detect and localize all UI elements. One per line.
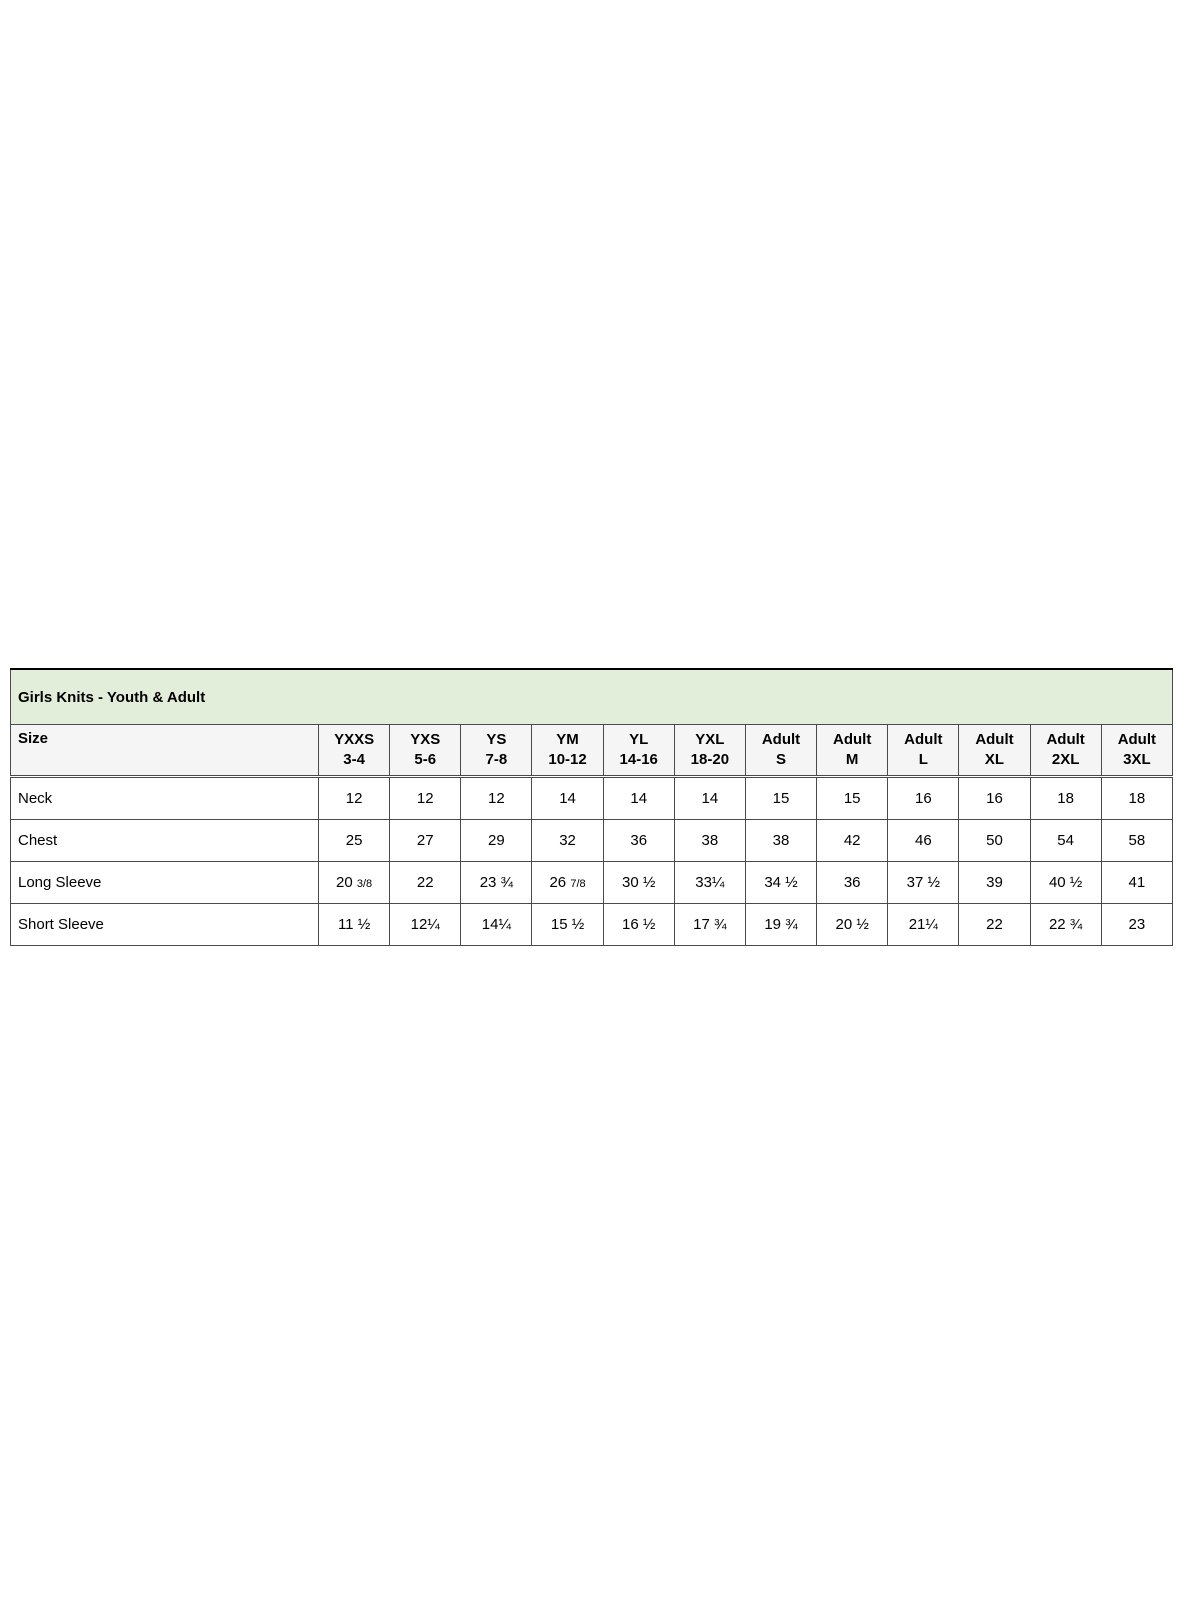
size-cell: 16 ½ — [602, 903, 675, 946]
column-header-ym: YM 10-12 — [531, 724, 604, 778]
size-cell: 16 — [958, 776, 1031, 820]
size-cell: 39 — [958, 861, 1031, 904]
size-cell: 11 ½ — [317, 903, 391, 946]
size-cell: 38 — [744, 819, 818, 862]
size-cell: 22 — [958, 903, 1031, 946]
column-header-range: M — [845, 751, 859, 768]
column-header-range: 14-16 — [619, 751, 658, 768]
size-cell: 50 — [958, 819, 1031, 862]
size-cell: 26 7/8 — [531, 861, 604, 904]
size-cell: 36 — [602, 819, 675, 862]
size-cell: 38 — [673, 819, 746, 862]
size-cell: 30 ½ — [602, 861, 675, 904]
size-cell: 41 — [1100, 861, 1174, 904]
row-label-chest: Chest — [10, 819, 319, 862]
column-header-adult-3xl: Adult 3XL — [1100, 724, 1174, 778]
size-cell: 40 ½ — [1029, 861, 1102, 904]
column-header-adult-m: Adult M — [816, 724, 889, 778]
row-label-neck: Neck — [10, 776, 319, 820]
column-header-label: YXXS — [334, 731, 375, 748]
size-header: Size — [10, 724, 319, 778]
column-header-range: 3XL — [1123, 751, 1151, 768]
column-header-label: YXL — [695, 731, 725, 748]
table-row-short-sleeve: Short Sleeve 11 ½ 12¼ 14¼ 15 ½ 16 ½ 17 ¾… — [10, 903, 1174, 946]
size-cell: 17 ¾ — [673, 903, 746, 946]
column-header-label: Adult — [833, 731, 872, 748]
size-cell: 18 — [1100, 776, 1174, 820]
column-header-range: L — [918, 751, 928, 768]
chart-title: Girls Knits - Youth & Adult — [10, 668, 1173, 725]
column-header-range: XL — [984, 751, 1005, 768]
size-cell: 21¼ — [887, 903, 960, 946]
size-cell: 19 ¾ — [744, 903, 818, 946]
column-header-range: 5-6 — [414, 751, 437, 768]
size-cell: 12¼ — [389, 903, 462, 946]
column-header-label: Adult — [1117, 731, 1157, 748]
row-label-long-sleeve: Long Sleeve — [10, 861, 319, 904]
size-cell: 32 — [531, 819, 604, 862]
size-cell: 12 — [389, 776, 462, 820]
size-cell: 46 — [887, 819, 960, 862]
column-header-label: Adult — [975, 731, 1014, 748]
size-cell: 58 — [1100, 819, 1174, 862]
size-cell: 23 — [1100, 903, 1174, 946]
size-cell: 20 3/8 — [317, 861, 391, 904]
column-header-range: 2XL — [1051, 751, 1080, 768]
size-cell: 18 — [1029, 776, 1102, 820]
size-cell: 12 — [317, 776, 391, 820]
size-cell: 14¼ — [460, 903, 533, 946]
column-header-yxl: YXL 18-20 — [673, 724, 746, 778]
size-cell: 15 — [816, 776, 889, 820]
row-label-short-sleeve: Short Sleeve — [10, 903, 319, 946]
size-cell: 12 — [460, 776, 533, 820]
column-header-range: 3-4 — [343, 751, 365, 768]
column-header-label: YS — [486, 731, 507, 748]
size-cell: 37 ½ — [887, 861, 960, 904]
column-header-adult-2xl: Adult 2XL — [1029, 724, 1102, 778]
size-cell: 33¼ — [673, 861, 746, 904]
size-cell: 36 — [816, 861, 889, 904]
title-row: Girls Knits - Youth & Adult — [10, 668, 1173, 725]
column-header-label: YL — [629, 731, 649, 748]
column-header-label: YXS — [410, 731, 441, 748]
column-header-range: 7-8 — [485, 751, 508, 768]
size-chart-section: Girls Knits - Youth & Adult Size YXXS 3-… — [10, 668, 1174, 946]
column-header-range: S — [776, 751, 787, 768]
table-row-long-sleeve: Long Sleeve 20 3/8 22 23 ¾ 26 7/8 30 ½ 3… — [10, 861, 1174, 904]
column-header-label: Adult — [761, 731, 801, 748]
size-cell: 42 — [816, 819, 889, 862]
size-chart-table: Girls Knits - Youth & Adult Size YXXS 3-… — [10, 668, 1174, 946]
size-cell: 29 — [460, 819, 533, 862]
size-cell: 22 ¾ — [1029, 903, 1102, 946]
table-row-neck: Neck 12 12 12 14 14 14 15 15 16 16 18 18 — [10, 776, 1174, 820]
size-cell: 14 — [673, 776, 746, 820]
column-header-yxxs: YXXS 3-4 — [317, 724, 391, 778]
size-cell: 15 — [744, 776, 818, 820]
size-cell: 54 — [1029, 819, 1102, 862]
column-header-adult-l: Adult L — [887, 724, 960, 778]
column-header-adult-s: Adult S — [744, 724, 818, 778]
size-cell: 14 — [602, 776, 675, 820]
header-row: Size YXXS 3-4 YXS 5-6 YS 7-8 YM 10-12 — [10, 724, 1174, 778]
size-cell: 25 — [317, 819, 391, 862]
column-header-label: YM — [556, 731, 579, 748]
table-row-chest: Chest 25 27 29 32 36 38 38 42 46 50 54 5… — [10, 819, 1174, 862]
column-header-range: 18-20 — [690, 751, 730, 768]
size-cell: 34 ½ — [744, 861, 818, 904]
size-cell: 22 — [389, 861, 462, 904]
size-cell: 20 ½ — [816, 903, 889, 946]
size-cell: 14 — [531, 776, 604, 820]
size-cell: 15 ½ — [531, 903, 604, 946]
column-header-adult-xl: Adult XL — [958, 724, 1031, 778]
size-cell: 23 ¾ — [460, 861, 533, 904]
column-header-yl: YL 14-16 — [602, 724, 675, 778]
column-header-label: Adult — [904, 731, 943, 748]
column-header-range: 10-12 — [548, 751, 587, 768]
column-header-label: Adult — [1046, 731, 1085, 748]
column-header-yxs: YXS 5-6 — [389, 724, 462, 778]
size-cell: 27 — [389, 819, 462, 862]
size-cell: 16 — [887, 776, 960, 820]
column-header-ys: YS 7-8 — [460, 724, 533, 778]
